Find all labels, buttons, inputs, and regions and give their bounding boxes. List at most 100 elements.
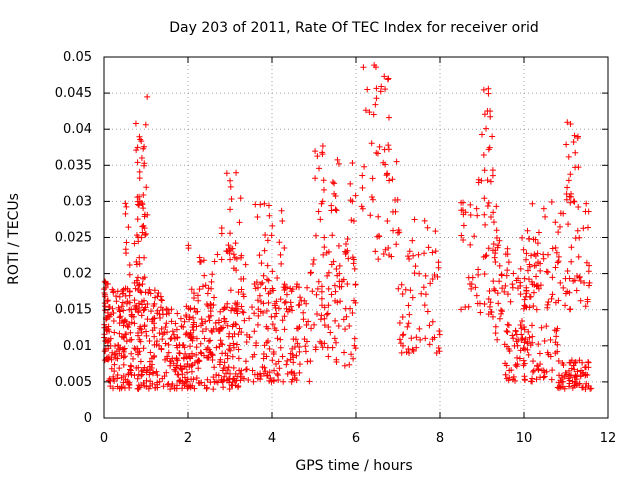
data-point bbox=[138, 154, 145, 161]
data-point bbox=[263, 323, 270, 330]
data-point bbox=[498, 271, 505, 278]
data-point bbox=[149, 318, 156, 325]
data-point bbox=[174, 310, 181, 317]
data-point bbox=[493, 227, 500, 234]
data-point bbox=[522, 293, 529, 300]
data-point bbox=[524, 227, 531, 234]
data-point bbox=[490, 209, 497, 216]
data-point bbox=[124, 298, 131, 305]
data-point bbox=[110, 376, 117, 383]
data-point bbox=[324, 272, 331, 279]
data-point bbox=[496, 237, 503, 244]
data-point bbox=[530, 289, 537, 296]
data-point bbox=[577, 277, 584, 284]
data-point bbox=[194, 292, 201, 299]
data-point bbox=[510, 376, 517, 383]
data-point bbox=[499, 308, 506, 315]
data-point bbox=[295, 302, 302, 309]
data-point bbox=[385, 114, 392, 121]
data-point bbox=[394, 196, 401, 203]
data-point bbox=[460, 211, 467, 218]
data-point bbox=[317, 216, 324, 223]
data-point bbox=[131, 240, 138, 247]
data-point bbox=[200, 352, 207, 359]
data-point bbox=[490, 241, 497, 248]
data-point bbox=[237, 254, 244, 261]
data-point bbox=[570, 138, 577, 145]
data-point bbox=[124, 323, 131, 330]
data-point bbox=[569, 384, 576, 391]
data-point bbox=[492, 287, 499, 294]
data-point bbox=[332, 206, 339, 213]
data-point bbox=[256, 292, 263, 299]
data-point bbox=[230, 321, 237, 328]
data-point bbox=[251, 310, 258, 317]
data-point bbox=[405, 302, 412, 309]
data-point bbox=[191, 359, 198, 366]
data-point bbox=[274, 335, 281, 342]
data-point bbox=[416, 325, 423, 332]
data-point bbox=[572, 378, 579, 385]
data-point bbox=[557, 279, 564, 286]
data-point bbox=[249, 367, 256, 374]
data-point bbox=[108, 356, 115, 363]
data-point bbox=[321, 186, 328, 193]
data-point bbox=[404, 253, 411, 260]
data-point bbox=[168, 306, 175, 313]
data-point bbox=[509, 281, 516, 288]
data-point bbox=[494, 290, 501, 297]
data-point bbox=[346, 361, 353, 368]
data-point bbox=[421, 302, 428, 309]
data-point bbox=[319, 344, 326, 351]
data-point bbox=[342, 251, 349, 258]
data-point bbox=[132, 285, 139, 292]
data-point bbox=[504, 245, 511, 252]
data-point bbox=[138, 329, 145, 336]
data-point bbox=[220, 365, 227, 372]
data-point bbox=[417, 336, 424, 343]
data-point bbox=[270, 351, 277, 358]
data-point bbox=[181, 374, 188, 381]
data-point bbox=[523, 250, 530, 257]
data-point bbox=[325, 324, 332, 331]
data-point bbox=[242, 261, 249, 268]
data-point bbox=[159, 336, 166, 343]
data-point bbox=[436, 331, 443, 338]
data-point bbox=[223, 370, 230, 377]
data-point bbox=[485, 90, 492, 97]
data-point bbox=[582, 364, 589, 371]
data-point bbox=[543, 368, 550, 375]
data-point bbox=[554, 348, 561, 355]
data-point bbox=[237, 195, 244, 202]
data-point bbox=[502, 371, 509, 378]
data-point bbox=[341, 349, 348, 356]
data-point bbox=[302, 343, 309, 350]
data-point bbox=[122, 376, 129, 383]
data-point bbox=[104, 315, 111, 322]
data-point bbox=[467, 211, 474, 218]
data-point bbox=[460, 237, 467, 244]
data-point bbox=[553, 333, 560, 340]
data-point bbox=[367, 212, 374, 219]
data-point bbox=[269, 357, 276, 364]
data-point bbox=[413, 334, 420, 341]
data-point bbox=[176, 350, 183, 357]
data-point bbox=[422, 335, 429, 342]
data-point bbox=[182, 350, 189, 357]
data-point bbox=[191, 305, 198, 312]
data-point bbox=[312, 148, 319, 155]
data-point bbox=[136, 133, 143, 140]
data-point bbox=[189, 382, 196, 389]
data-point bbox=[352, 345, 359, 352]
data-point bbox=[141, 306, 148, 313]
data-point bbox=[371, 62, 378, 69]
data-point bbox=[490, 219, 497, 226]
data-point bbox=[578, 384, 585, 391]
data-point bbox=[225, 346, 232, 353]
data-point bbox=[492, 330, 499, 337]
data-point bbox=[335, 160, 342, 167]
data-point bbox=[533, 282, 540, 289]
data-point bbox=[503, 328, 510, 335]
data-point bbox=[226, 386, 233, 393]
data-point bbox=[332, 297, 339, 304]
